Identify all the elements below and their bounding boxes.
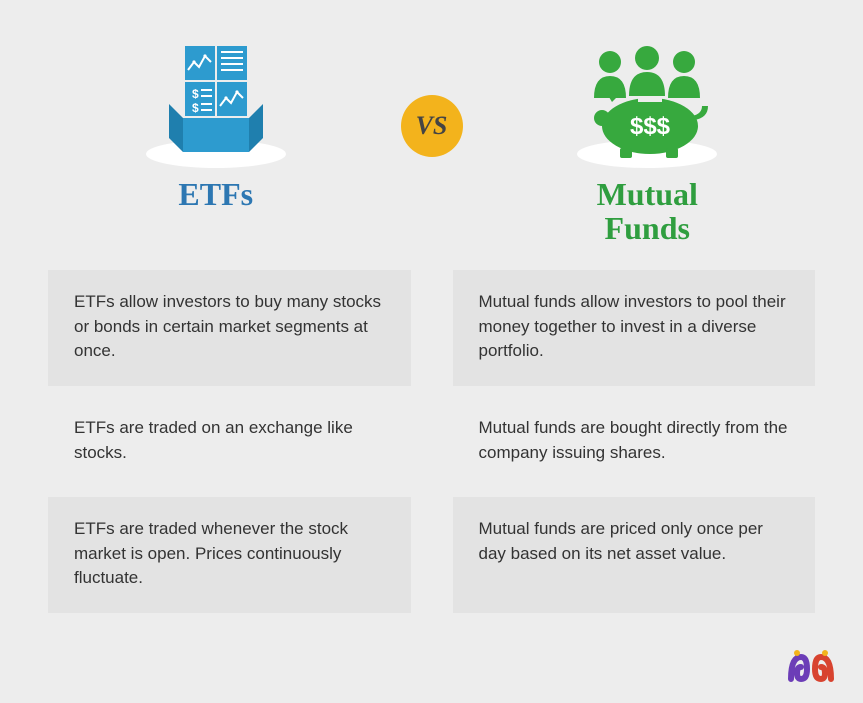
svg-text:$: $ (192, 101, 199, 115)
cell-right-0: Mutual funds allow investors to pool the… (453, 270, 816, 386)
cell-left-2: ETFs are traded whenever the stock marke… (48, 497, 411, 613)
mf-title: MutualFunds (597, 178, 698, 245)
mutual-funds-icon: $$$ (572, 40, 722, 160)
svg-text:$: $ (192, 87, 199, 101)
table-row: ETFs allow investors to buy many stocks … (48, 270, 815, 386)
table-row: ETFs are traded whenever the stock marke… (48, 497, 815, 613)
etf-title: ETFs (178, 178, 253, 212)
cell-right-2: Mutual funds are priced only once per da… (453, 497, 816, 613)
cell-left-0: ETFs allow investors to buy many stocks … (48, 270, 411, 386)
cell-left-1: ETFs are traded on an exchange like stoc… (48, 396, 411, 487)
cell-right-1: Mutual funds are bought directly from th… (453, 396, 816, 487)
header-section: $ $ ETFs VS (0, 0, 863, 270)
vs-badge: VS (401, 95, 463, 157)
svg-text:$$$: $$$ (630, 113, 671, 140)
etf-column-header: $ $ ETFs (0, 30, 432, 212)
table-row: ETFs are traded on an exchange like stoc… (48, 396, 815, 487)
mf-column-header: $$$ MutualFunds (432, 30, 863, 245)
etf-box-icon: $ $ (161, 40, 271, 160)
mf-icon-wrap: $$$ (572, 30, 722, 160)
motley-fool-logo-icon (787, 649, 835, 685)
etf-icon-wrap: $ $ (161, 30, 271, 160)
comparison-rows: ETFs allow investors to buy many stocks … (0, 270, 863, 613)
